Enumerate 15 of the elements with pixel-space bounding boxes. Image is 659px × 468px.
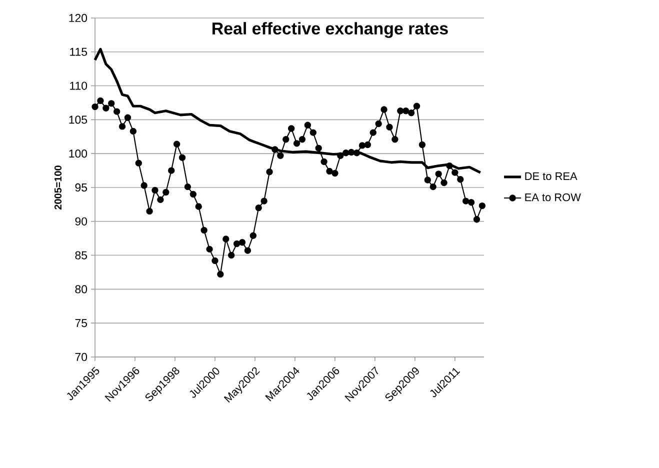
y-tick-label: 100 [69,150,88,158]
legend-label: EA to ROW [525,193,581,202]
y-tick-label: 110 [70,82,88,90]
y-tick-label: 90 [75,217,88,226]
y-tick-label: 120 [69,14,88,22]
y-tick-label: 70 [75,352,88,362]
y-tick-label: 85 [75,251,88,260]
y-tick-label: 75 [75,319,88,328]
y-tick-label: 80 [75,285,88,294]
y-tick-label: 105 [69,116,88,124]
y-tick-label: 115 [70,48,88,56]
legend-label: DE to REA [525,172,578,180]
y-axis-title: 2005=100 [54,166,62,210]
y-tick-label: 95 [75,183,88,192]
chart-title: Real effective exchange rates [212,22,448,38]
